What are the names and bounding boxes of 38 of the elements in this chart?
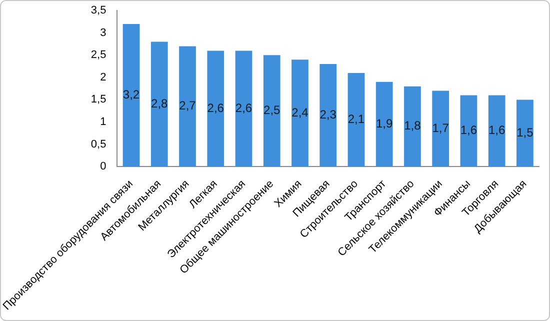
bar — [320, 64, 337, 167]
bar — [488, 95, 506, 167]
bar — [292, 60, 308, 167]
bar — [263, 55, 280, 167]
bar — [179, 46, 196, 167]
y-tick-label: 2,5 — [90, 49, 106, 62]
data-label: 1,7 — [432, 120, 450, 135]
y-tick-label: 3 — [100, 26, 106, 39]
bar — [460, 95, 478, 167]
data-label: 2,8 — [151, 96, 168, 110]
data-label: 2,3 — [320, 108, 337, 122]
bar — [235, 50, 252, 167]
y-tick-label: 1,5 — [90, 94, 106, 106]
bar — [348, 72, 365, 167]
y-tick-label: 0,5 — [90, 138, 106, 150]
bar — [122, 24, 140, 167]
data-label: 2,4 — [292, 105, 309, 120]
y-tick-label: 3,5 — [90, 4, 106, 17]
bar — [432, 90, 450, 167]
bar — [516, 100, 534, 167]
bar — [150, 42, 168, 167]
bar — [207, 50, 224, 167]
y-tick-label: 2 — [100, 71, 106, 84]
data-label: 2,5 — [264, 103, 281, 118]
y-tick-label: 1 — [100, 116, 106, 128]
data-label: 1,6 — [488, 123, 506, 138]
data-label: 1,6 — [460, 123, 478, 138]
data-label: 1,5 — [516, 125, 534, 140]
data-label: 1,9 — [376, 116, 394, 131]
bar — [376, 82, 393, 167]
data-label: 2,6 — [207, 100, 224, 115]
data-label: 1,8 — [404, 118, 422, 133]
bar — [404, 86, 421, 167]
data-label: 3,2 — [122, 88, 140, 102]
data-label: 2,6 — [235, 100, 252, 115]
data-label: 2,1 — [348, 112, 365, 126]
y-tick-label: 0 — [100, 160, 106, 173]
data-label: 2,7 — [179, 98, 196, 113]
